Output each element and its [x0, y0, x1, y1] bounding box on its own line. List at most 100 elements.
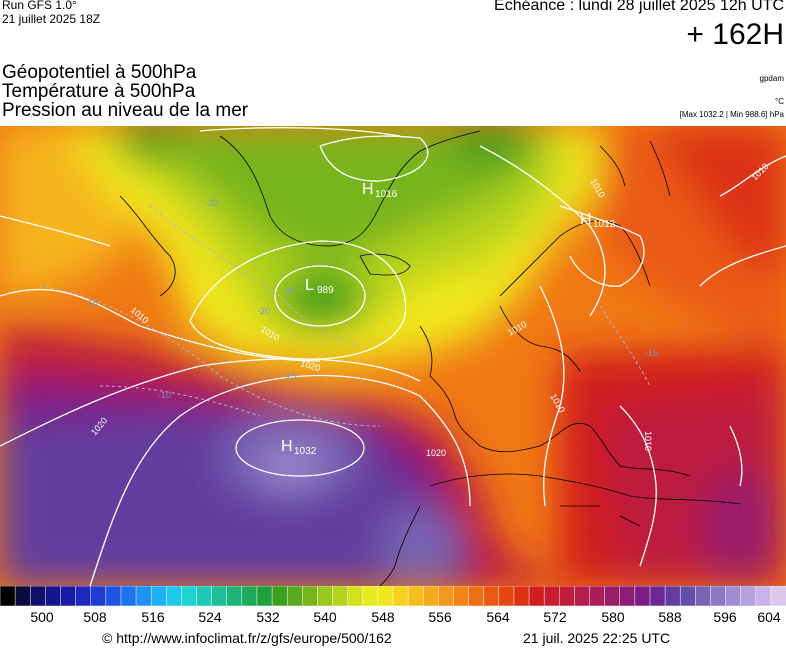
layer-title-geopotential: Géopotentiel à 500hPa [2, 62, 197, 83]
scale-tick: 500 [30, 609, 54, 625]
scale-swatch [0, 586, 16, 606]
scale-tick: 604 [757, 609, 781, 625]
scale-tick: 588 [658, 609, 682, 625]
high-pressure-center: H 1032 [281, 438, 317, 457]
scale-swatch [453, 586, 470, 606]
scale-swatch [166, 586, 182, 606]
scale-swatch [710, 586, 727, 606]
scale-swatch [120, 586, 137, 606]
scale-swatch [90, 586, 107, 606]
isobars [0, 127, 786, 586]
scale-swatch [679, 586, 696, 606]
isotherms [39, 205, 651, 427]
generation-timestamp: 21 juil. 2025 22:25 UTC [523, 630, 671, 646]
isobar-label: 1010 [643, 431, 653, 451]
center-value: 1016 [375, 189, 398, 200]
scale-tick: 548 [371, 609, 395, 625]
color-scale [0, 586, 786, 606]
scale-swatch [589, 586, 606, 606]
center-value: 989 [317, 285, 334, 296]
scale-swatch [181, 586, 198, 606]
scale-swatch [29, 586, 46, 606]
low-pressure-center: L 989 [305, 277, 334, 296]
isotherm-label: -15 [85, 298, 98, 308]
scale-swatch [256, 586, 273, 606]
unit-temperature: °C [775, 97, 784, 106]
scale-swatch [619, 586, 636, 606]
isotherm-label: -20 [205, 198, 218, 208]
scale-tick: 596 [713, 609, 737, 625]
scale-swatch [604, 586, 621, 606]
scale-swatch [211, 586, 228, 606]
run-date: 21 juillet 2025 18Z [2, 12, 101, 26]
scale-swatch [725, 586, 742, 606]
scale-swatch [135, 586, 152, 606]
scale-swatch [528, 586, 545, 606]
scale-swatch [543, 586, 560, 606]
center-type: H [362, 181, 374, 198]
scale-swatch [468, 586, 485, 606]
scale-swatch [559, 586, 575, 606]
scale-tick: 532 [256, 609, 280, 625]
scale-swatch [574, 586, 591, 606]
layer-title-temperature: Température à 500hPa [2, 81, 196, 102]
scale-swatch [770, 586, 786, 606]
layer-title-pressure: Pression au niveau de la mer [2, 100, 249, 121]
high-pressure-center: H 1016 [362, 181, 398, 200]
isobar-label: 1020 [426, 448, 446, 458]
scale-tick: 572 [543, 609, 567, 625]
scale-swatch [377, 586, 394, 606]
unit-geopotential: gpdam [759, 74, 784, 83]
scale-swatch [302, 586, 318, 606]
scale-swatch [75, 586, 92, 606]
source-credit-link[interactable]: © http://www.infoclimat.fr/z/gfs/europe/… [102, 630, 392, 646]
scale-swatch [649, 586, 666, 606]
scale-swatch [513, 586, 530, 606]
scale-tick: 540 [313, 609, 337, 625]
scale-swatch [196, 586, 213, 606]
scale-swatch [347, 586, 364, 606]
scale-swatch [286, 586, 303, 606]
scale-swatch [392, 586, 409, 606]
scale-swatch [498, 586, 515, 606]
center-type: H [281, 438, 293, 455]
scale-swatch [634, 586, 651, 606]
scale-swatch [755, 586, 772, 606]
scale-tick: 524 [198, 609, 222, 625]
weather-map: H 1016 H 1012 L 989 H 1032 1010 1010 101… [0, 126, 786, 586]
scale-swatch [271, 586, 288, 606]
isotherm-label: -10 [158, 390, 171, 400]
scale-tick: 556 [428, 609, 452, 625]
scale-swatch [332, 586, 349, 606]
isotherm-label: -20 [282, 286, 295, 296]
center-value: 1012 [593, 219, 616, 230]
high-pressure-center: H 1012 [580, 211, 616, 230]
scale-swatch [664, 586, 681, 606]
center-value: 1032 [294, 446, 317, 457]
run-label: Run GFS 1.0° [2, 0, 77, 12]
isotherm-label: -20 [257, 306, 270, 316]
scale-tick: 580 [601, 609, 625, 625]
scale-swatch [317, 586, 334, 606]
scale-swatch [45, 586, 62, 606]
scale-swatch [483, 586, 500, 606]
scale-swatch [60, 586, 77, 606]
center-type: L [305, 277, 314, 294]
scale-swatch [438, 586, 455, 606]
scale-swatch [422, 586, 439, 606]
scale-swatch [14, 586, 31, 606]
scale-swatch [407, 586, 424, 606]
isotherm-label: -15 [283, 371, 296, 381]
scale-tick: 508 [83, 609, 107, 625]
scale-tick: 564 [486, 609, 510, 625]
pressure-centers: H 1016 H 1012 L 989 H 1032 [281, 181, 616, 457]
scale-swatch [226, 586, 243, 606]
scale-swatch [150, 586, 167, 606]
scale-tick: 516 [141, 609, 165, 625]
scale-swatch [740, 586, 757, 606]
scale-swatch [695, 586, 711, 606]
isotherm-label: -15 [645, 348, 658, 358]
scale-swatch [241, 586, 258, 606]
scale-swatch [105, 586, 122, 606]
scale-swatch [362, 586, 379, 606]
